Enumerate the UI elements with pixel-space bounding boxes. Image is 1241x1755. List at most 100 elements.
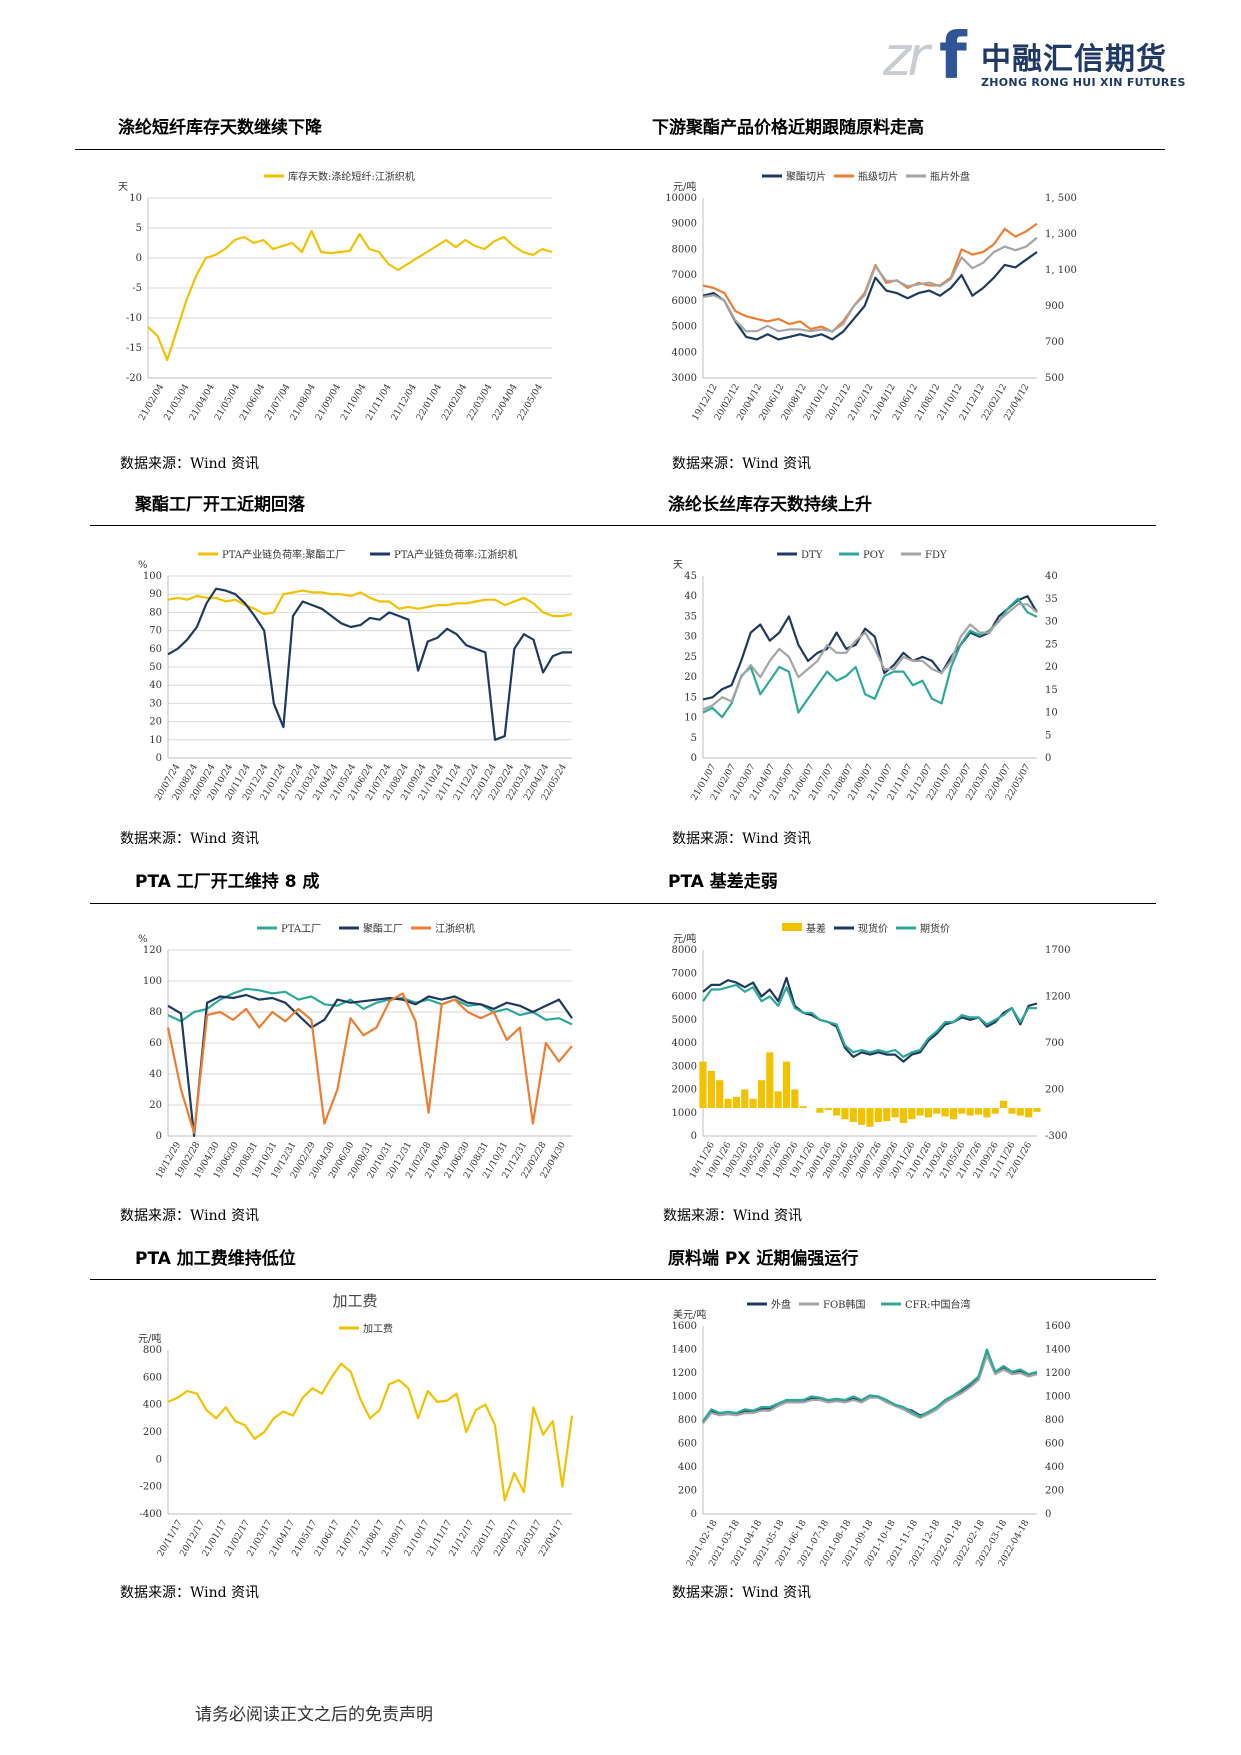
y2-tick-label: 600 xyxy=(1045,1439,1064,1450)
y2-tick-label: 1, 300 xyxy=(1045,229,1077,240)
bar xyxy=(1025,1108,1033,1118)
y2-tick-label: 15 xyxy=(1045,685,1058,696)
y-tick-label: 9000 xyxy=(672,219,697,230)
legend-label: POY xyxy=(863,550,885,561)
section-title-1: 涤纶短纤库存天数继续下降 xyxy=(118,118,322,138)
y-tick-label: 400 xyxy=(678,1462,697,1473)
y2-tick-label: 40 xyxy=(1045,571,1058,582)
chart-px-prices: 外盘 FOB韩国 CFR:中国台湾 美元/吨 1600 1400 1200 1000 800 60… xyxy=(655,1288,1095,1576)
bar xyxy=(833,1108,841,1116)
y-tick-label: 70 xyxy=(149,626,162,637)
y2-tick-label: 20 xyxy=(1045,662,1058,673)
y-tick-label: 80 xyxy=(149,1007,162,1018)
y-tick-label: 0 xyxy=(691,753,697,764)
y-tick-label: 1000 xyxy=(672,1108,697,1119)
y-tick-label: 100 xyxy=(143,976,162,987)
chart-pta-processing-fee: 加工费 加工费 元/吨 800 600 400 200 0 -200 -400 20/11/17 20… xyxy=(120,1288,590,1576)
y-tick-label: 0 xyxy=(691,1509,697,1520)
section-title-3: 聚酯工厂开工近期回落 xyxy=(135,495,305,515)
series-line xyxy=(147,229,553,362)
bar xyxy=(1000,1100,1008,1109)
bar xyxy=(824,1108,832,1110)
y2-tick-label: 1400 xyxy=(1045,1345,1070,1356)
x-tick-label: 21/11/04 xyxy=(365,382,394,422)
y-tick-label: 0 xyxy=(156,1454,162,1465)
series-line xyxy=(702,1354,1038,1425)
y-tick-label: 1000 xyxy=(672,1392,697,1403)
y-tick-label: 80 xyxy=(149,607,162,618)
bar xyxy=(757,1080,766,1109)
data-source-3: 数据来源：Wind 资讯 xyxy=(120,831,260,847)
y-tick-label: 0 xyxy=(156,753,162,764)
bar xyxy=(799,1106,807,1109)
y2-tick-label: 400 xyxy=(1045,1462,1064,1473)
chart-svg: 基差 现货价 期货价元/吨80007000600050004000300020001… xyxy=(672,922,1071,1181)
series-line xyxy=(702,251,1038,341)
y-tick-label: -5 xyxy=(132,283,142,294)
x-tick-label: 21/12/04 xyxy=(390,382,419,422)
y2-tick-label: 700 xyxy=(1045,1038,1064,1049)
legend-label: 江浙织机 xyxy=(435,922,475,935)
bar xyxy=(916,1108,924,1116)
y2-tick-label: 1, 500 xyxy=(1045,193,1077,204)
legend-label: CFR:中国台湾 xyxy=(905,1298,971,1311)
logo-chinese-name: 中融汇信期货 xyxy=(981,42,1167,77)
x-tick-label: 21/06/04 xyxy=(238,382,267,422)
y-tick-label: -20 xyxy=(126,373,142,384)
y2-tick-label: 0 xyxy=(1045,753,1051,764)
bar xyxy=(858,1108,866,1125)
bar xyxy=(791,1089,799,1109)
legend-label: 基差 xyxy=(806,922,826,935)
y2-tick-label: 5 xyxy=(1045,730,1051,741)
bar xyxy=(974,1108,983,1115)
x-tick-label: 22/03/04 xyxy=(466,382,495,422)
y-tick-label: 10 xyxy=(129,193,142,204)
legend-label: 加工费 xyxy=(363,1322,393,1335)
legend-label: 瓶片外盘 xyxy=(930,170,970,183)
y2-tick-label: 30 xyxy=(1045,617,1058,628)
bar xyxy=(849,1108,857,1123)
y-tick-label: 1600 xyxy=(672,1321,697,1332)
y-tick-label: 200 xyxy=(143,1427,162,1438)
y2-tick-label: 35 xyxy=(1045,594,1058,605)
bar xyxy=(707,1070,715,1109)
y2-tick-label: 700 xyxy=(1045,337,1064,348)
bar xyxy=(899,1108,907,1123)
bar xyxy=(741,1089,749,1109)
y-tick-label: 800 xyxy=(143,1345,162,1356)
chart-svg: 库存天数:涤纶短纤:江浙织机天1050-5-10-15-2021/02/0421… xyxy=(118,170,553,423)
section-title-2: 下游聚酯产品价格近期跟随原料走高 xyxy=(652,118,924,138)
bar xyxy=(941,1108,949,1117)
series-line xyxy=(167,1362,574,1502)
section-divider xyxy=(90,525,1156,526)
series-line xyxy=(702,597,1038,719)
y-tick-label: 20 xyxy=(149,1100,162,1111)
legend-label: 外盘 xyxy=(771,1298,791,1311)
y-axis-unit: 天 xyxy=(118,182,128,193)
y2-tick-label: 800 xyxy=(1045,1415,1064,1426)
data-source-5: 数据来源：Wind 资讯 xyxy=(120,1208,260,1224)
disclaimer-footer: 请务必阅读正文之后的免责声明 xyxy=(195,1705,433,1725)
legend-label: 现货价 xyxy=(858,922,888,935)
bar xyxy=(816,1108,824,1113)
y-tick-label: 4000 xyxy=(672,347,697,358)
y-tick-label: 600 xyxy=(678,1439,697,1450)
y-tick-label: 600 xyxy=(143,1372,162,1383)
bar xyxy=(983,1108,991,1118)
y2-tick-label: 1200 xyxy=(1045,1368,1070,1379)
y-tick-label: 60 xyxy=(149,1038,162,1049)
series-line xyxy=(167,589,573,618)
chart-title: 加工费 xyxy=(332,1292,377,1310)
y-tick-label: 6000 xyxy=(672,992,697,1003)
y-tick-label: 120 xyxy=(143,945,162,956)
y-tick-label: 8000 xyxy=(672,945,697,956)
y-tick-label: 10 xyxy=(149,735,162,746)
bar xyxy=(949,1108,958,1120)
bar xyxy=(774,1091,782,1109)
y-tick-label: 30 xyxy=(684,632,697,643)
y-tick-label: 800 xyxy=(678,1415,697,1426)
y-tick-label: 25 xyxy=(684,652,697,663)
section-title-5: PTA 工厂开工维持 8 成 xyxy=(135,872,320,892)
data-source-1: 数据来源：Wind 资讯 xyxy=(120,456,260,472)
